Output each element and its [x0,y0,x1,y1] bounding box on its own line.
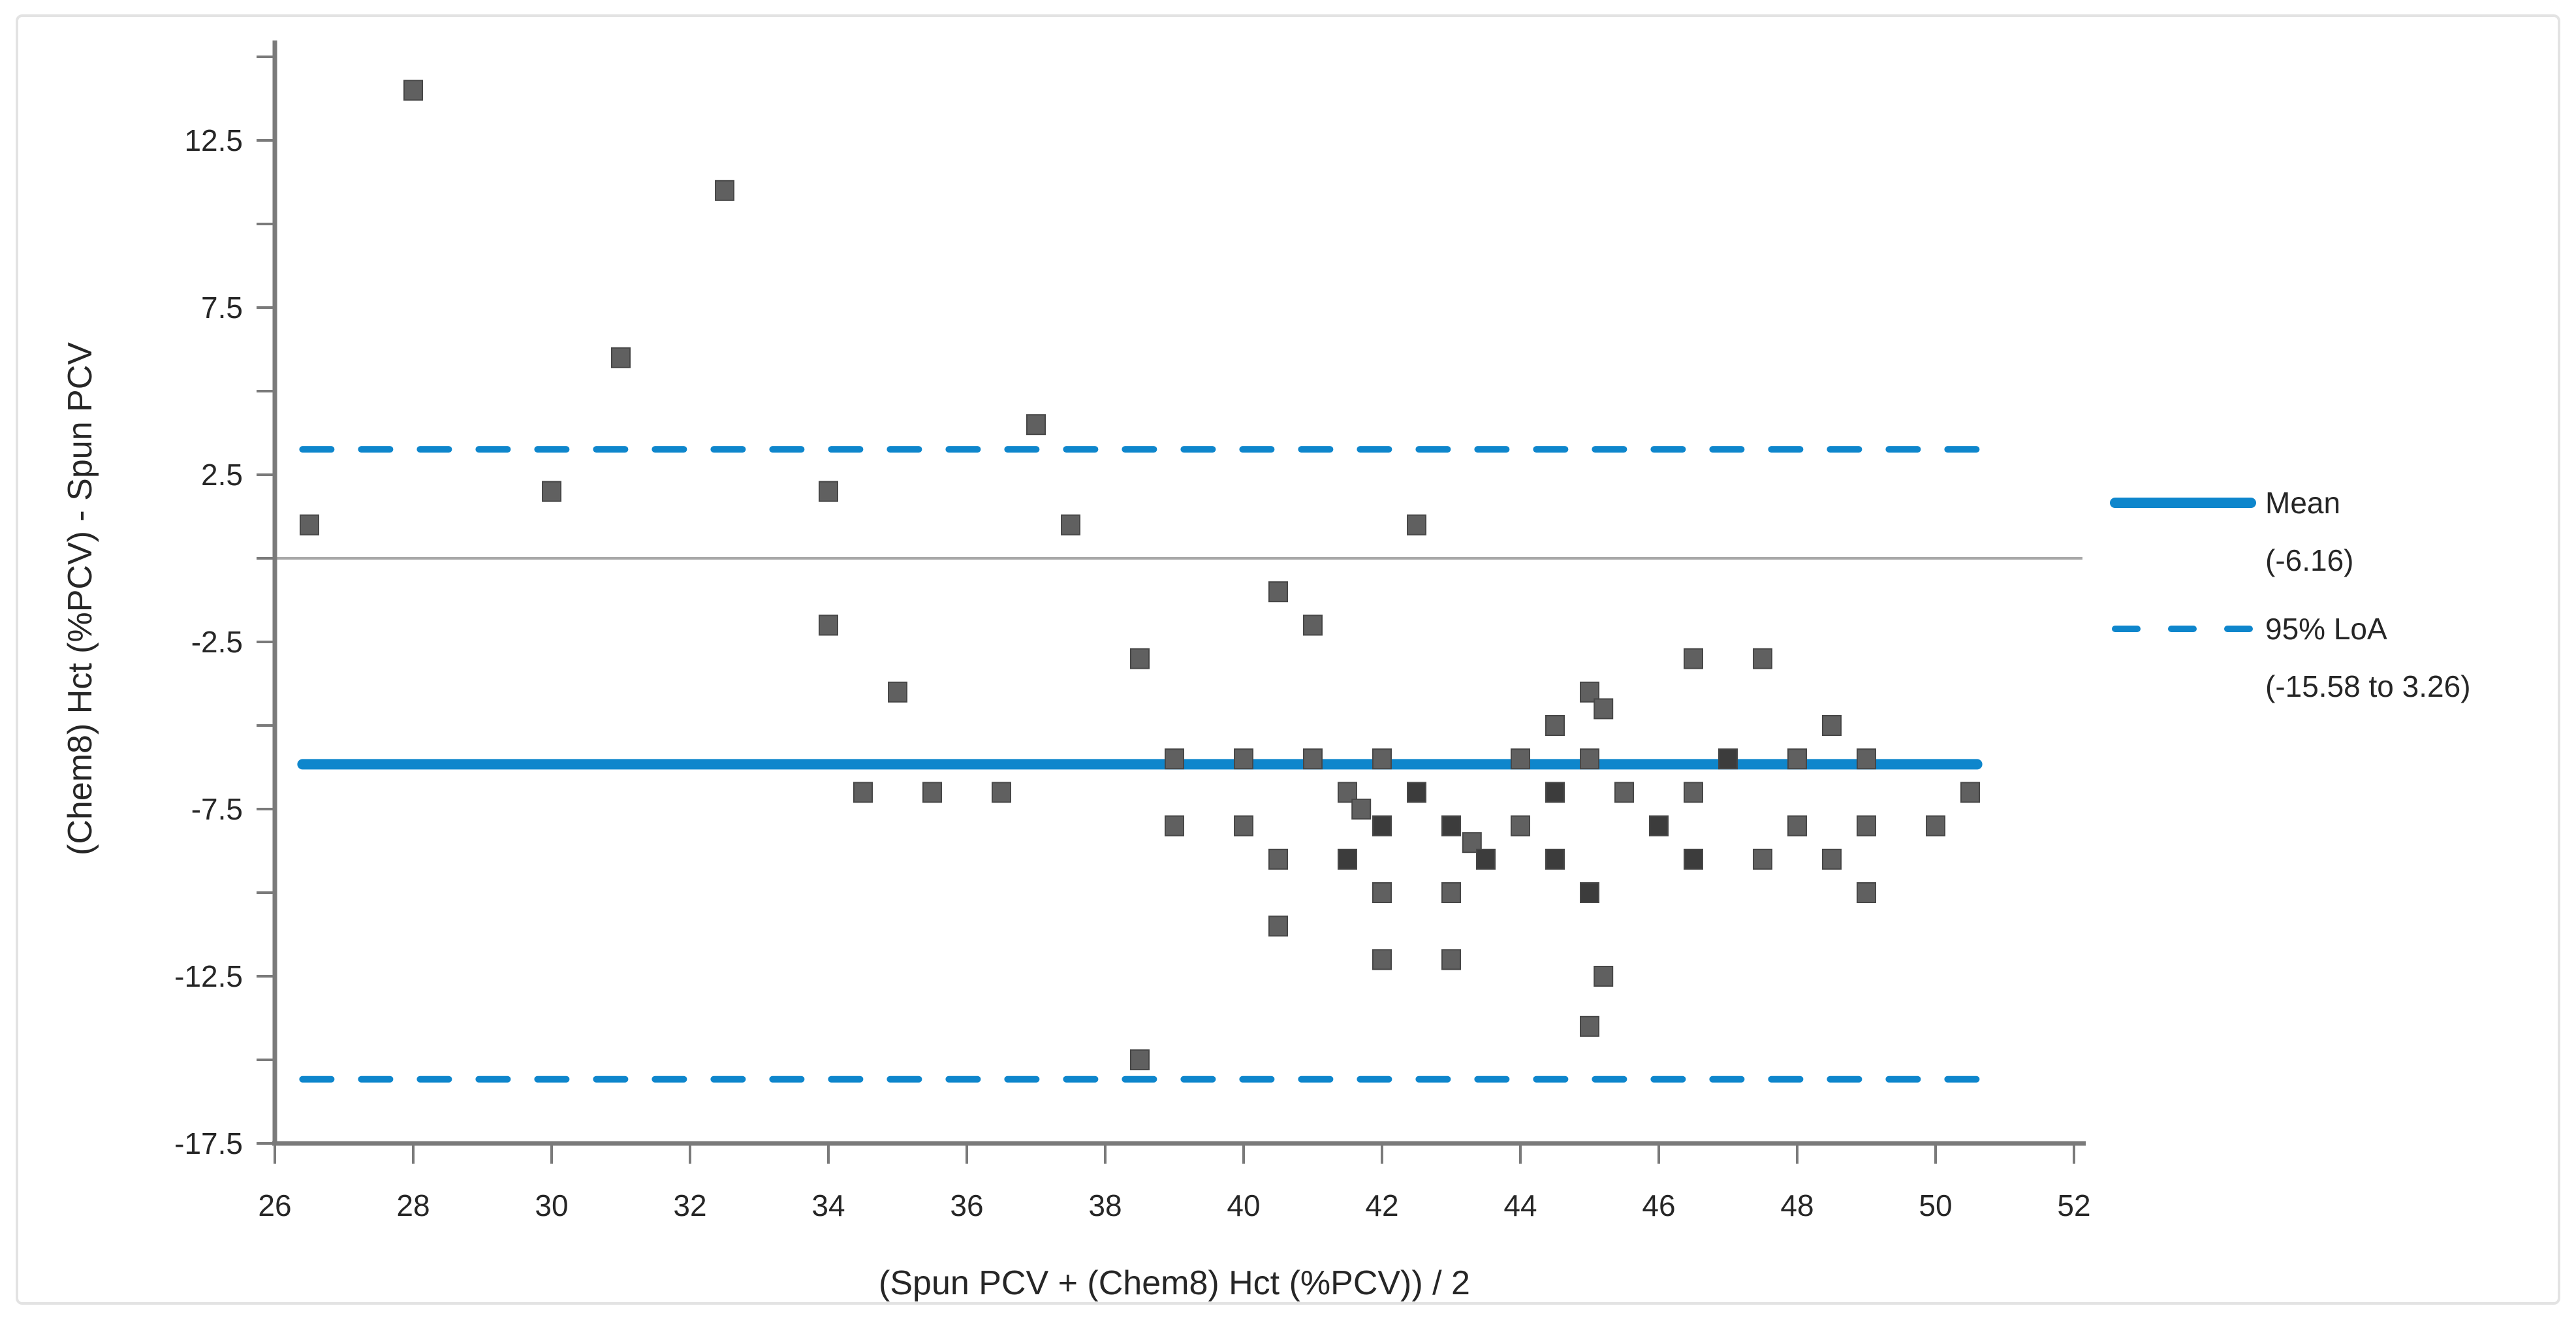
x-tick-label: 42 [1365,1188,1398,1222]
data-point [1441,815,1461,837]
data-point [1649,815,1669,837]
data-point [1580,1015,1599,1037]
data-point [888,681,907,703]
data-point [1580,882,1599,903]
x-tick-label: 34 [811,1188,845,1222]
x-tick-label: 48 [1780,1188,1814,1222]
axes [272,40,2086,1146]
data-point [1684,648,1703,669]
data-point [1594,966,1614,987]
data-point [1545,715,1565,736]
data-point [1061,514,1080,535]
data-point [819,614,838,636]
data-point [1303,748,1323,770]
y-tick-label: -17.5 [174,1126,243,1160]
data-point [1372,882,1392,903]
data-point [1857,815,1876,837]
x-tick-label: 38 [1088,1188,1122,1222]
data-point [1718,748,1738,770]
data-point [1545,848,1565,870]
data-point [1372,949,1392,970]
data-point [1234,815,1253,837]
axis-tick-labels: 12.5 7.5 2.5 -2.5 -7.5 -12.5 -17.5 26 28 30 32 34 36… [174,123,2090,1222]
legend: Mean (-6.16) 95% LoA (-15.58 to 3.26) [2110,486,2471,703]
data-point [853,782,873,803]
reference-lines [275,446,2082,1083]
y-tick-label: 7.5 [201,291,243,325]
x-tick-label: 50 [1919,1188,1952,1222]
x-tick-label: 30 [535,1188,568,1222]
data-point [715,180,734,201]
data-points [300,80,1980,1070]
x-tick-label: 28 [396,1188,430,1222]
x-tick-label: 26 [258,1188,291,1222]
x-tick-label: 46 [1642,1188,1675,1222]
data-point [403,80,423,101]
data-point [1407,782,1426,803]
data-point [1511,748,1530,770]
data-point [1268,581,1288,603]
data-point [1338,848,1357,870]
y-tick-label: -7.5 [191,792,243,826]
x-tick-label: 44 [1503,1188,1537,1222]
data-point [611,347,631,368]
data-point [1822,848,1842,870]
data-point [1165,815,1184,837]
x-tick-label: 40 [1227,1188,1260,1222]
data-point [1684,782,1703,803]
data-point [1268,848,1288,870]
data-point [1234,748,1253,770]
data-point [1753,848,1772,870]
x-tick-label: 52 [2057,1188,2090,1222]
x-axis-title: (Spun PCV + (Chem8) Hct (%PCV)) / 2 [879,1264,1470,1302]
data-point [1372,815,1392,837]
x-tick-label: 32 [673,1188,706,1222]
data-point [1303,614,1323,636]
data-point [300,514,319,535]
legend-mean-value: (-6.16) [2265,543,2353,577]
y-tick-label: -2.5 [191,625,243,659]
data-point [922,782,942,803]
data-point [1441,949,1461,970]
data-point [1476,848,1496,870]
data-point [1960,782,1980,803]
y-tick-label: -12.5 [174,959,243,993]
data-point [1684,848,1703,870]
data-point [1268,916,1288,937]
data-point [992,782,1011,803]
figure-border [16,14,2560,1305]
data-point [1130,648,1150,669]
data-point [1857,882,1876,903]
data-point [1511,815,1530,837]
axis-ticks [257,56,2075,1164]
data-point [1753,648,1772,669]
data-point [1545,782,1565,803]
data-point [1026,414,1046,436]
data-point [1372,748,1392,770]
data-point [1614,782,1634,803]
data-point [1926,815,1945,837]
data-point [1822,715,1842,736]
x-tick-label: 36 [950,1188,983,1222]
data-point [1787,815,1807,837]
data-point [1407,514,1426,535]
data-point [1580,748,1599,770]
legend-loa-value: (-15.58 to 3.26) [2265,669,2471,703]
data-point [1441,882,1461,903]
legend-mean-label: Mean [2265,486,2340,520]
data-point [1165,748,1184,770]
data-point [542,481,561,502]
data-point [1351,799,1372,820]
legend-loa-label: 95% LoA [2265,612,2387,646]
data-point [1594,698,1614,720]
data-point [819,481,838,502]
y-tick-label: 12.5 [184,123,243,157]
data-point [1857,748,1876,770]
data-point [1787,748,1807,770]
y-tick-label: 2.5 [201,458,243,492]
y-axis-title: (Chem8) Hct (%PCV) - Spun PCV [61,342,99,855]
data-point [1130,1049,1150,1070]
